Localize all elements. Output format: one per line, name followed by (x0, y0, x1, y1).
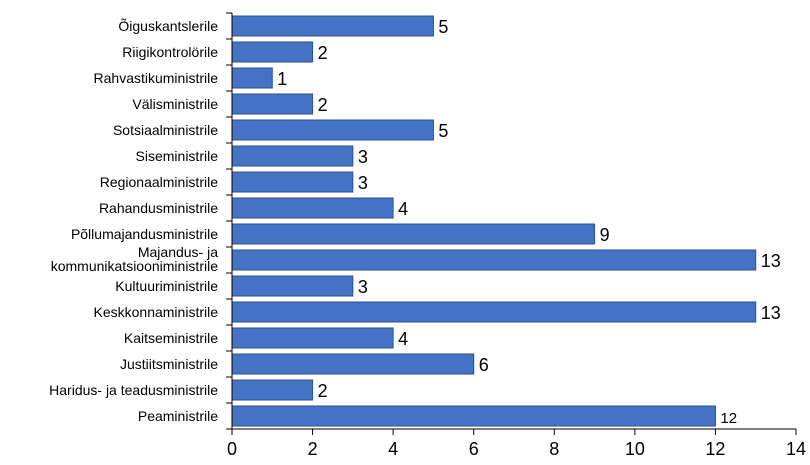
x-tick-label-3: 6 (469, 439, 479, 459)
category-label-11: Keskkonnaministrile (94, 304, 219, 320)
bars-layer (231, 15, 757, 427)
bar-12 (231, 327, 394, 349)
x-tick-label-4: 8 (549, 439, 559, 459)
bar-10 (231, 275, 354, 297)
value-label-1: 2 (318, 43, 328, 63)
bar-13 (231, 353, 475, 375)
category-label-14: Haridus- ja teadusministrile (49, 382, 218, 398)
value-label-3: 2 (318, 95, 328, 115)
category-label-10: Kultuuriministrile (115, 278, 218, 294)
x-tick-label-7: 14 (786, 439, 806, 459)
value-label-6: 3 (358, 173, 368, 193)
bar-1 (231, 41, 314, 63)
bar-8 (231, 223, 596, 245)
value-label-14: 2 (318, 381, 328, 401)
category-label-13: Justiitsministrile (120, 356, 218, 372)
value-label-8: 9 (600, 225, 610, 245)
x-tick-label-1: 2 (308, 439, 318, 459)
value-label-4: 5 (438, 121, 448, 141)
bar-15 (231, 405, 716, 427)
category-label-7: Rahandusministrile (99, 200, 218, 216)
bar-14 (231, 379, 314, 401)
category-label-2: Rahvastikuministrile (94, 70, 219, 86)
category-label-3: Välisministrile (132, 96, 218, 112)
value-label-10: 3 (358, 277, 368, 297)
category-label-6: Regionaalministrile (100, 174, 218, 190)
category-label-4: Sotsiaalministrile (113, 122, 218, 138)
bar-6 (231, 171, 354, 193)
bar-7 (231, 197, 394, 219)
value-label-9: 13 (761, 251, 781, 271)
category-label-1: Riigikontrolörile (122, 44, 218, 60)
category-label-5: Siseministrile (136, 148, 219, 164)
value-label-2: 1 (277, 69, 287, 89)
category-label-15: Peaministrile (138, 408, 218, 424)
value-label-15: 12 (720, 410, 737, 427)
bar-11 (231, 301, 757, 323)
bar-0 (231, 15, 434, 37)
x-tick-label-6: 12 (705, 439, 725, 459)
value-label-13: 6 (479, 355, 489, 375)
ticks-layer (226, 12, 797, 435)
labels-layer: Õiguskantslerile 5 Riigikontrolörile 2 Rahva… (49, 17, 806, 459)
category-label-8: Põllumajandusministrile (71, 226, 218, 242)
bar-4 (231, 119, 434, 141)
category-label-9-line-1: kommunikatsiooniministrile (51, 258, 218, 274)
bar-5 (231, 145, 354, 167)
value-label-0: 5 (438, 17, 448, 37)
value-label-7: 4 (398, 199, 408, 219)
x-tick-label-0: 0 (227, 439, 237, 459)
category-label-9-line-0: Majandus- ja (138, 244, 218, 260)
category-label-12: Kaitseministrile (124, 330, 218, 346)
value-label-11: 13 (761, 303, 781, 323)
bar-3 (231, 93, 314, 115)
bar-9 (231, 249, 757, 271)
category-label-0: Õiguskantslerile (118, 18, 218, 34)
bar-2 (231, 67, 273, 89)
value-label-5: 3 (358, 147, 368, 167)
x-tick-label-2: 4 (388, 439, 398, 459)
x-tick-label-5: 10 (625, 439, 645, 459)
value-label-12: 4 (398, 329, 408, 349)
